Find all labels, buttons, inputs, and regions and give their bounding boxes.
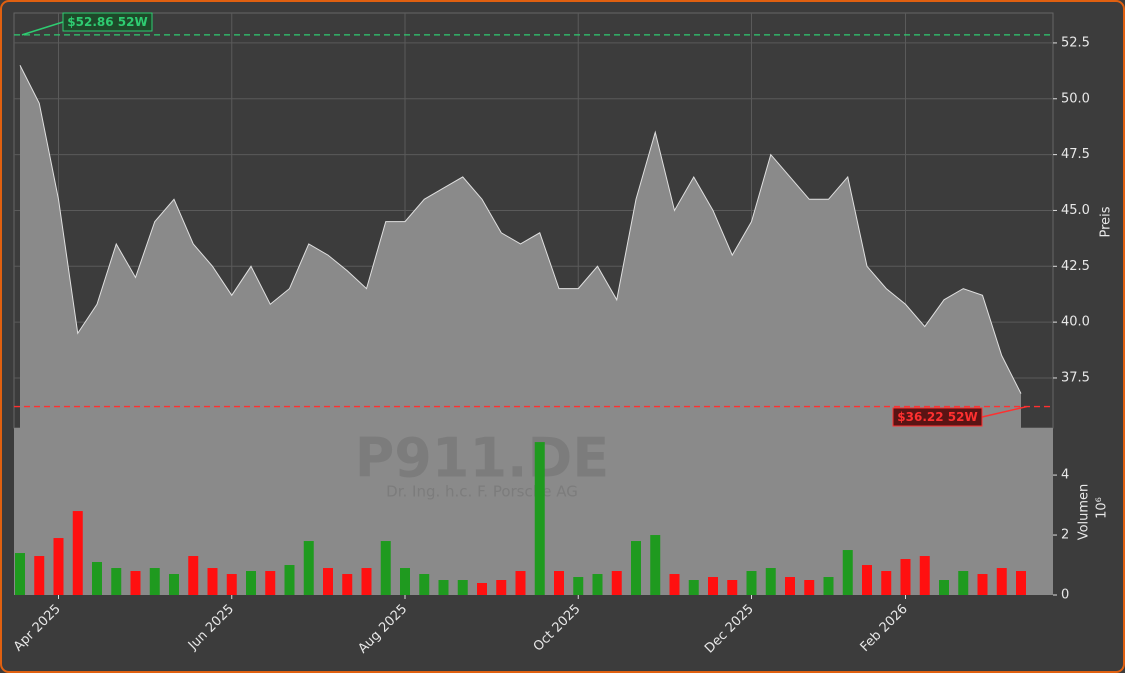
volume-bar [361, 568, 372, 595]
volume-bar [823, 577, 834, 595]
volume-bar [246, 571, 256, 595]
y-axis-label: Preis [1099, 206, 1114, 237]
volume-bar [265, 571, 276, 595]
y-tick-label: 0 [1061, 588, 1069, 603]
y-tick-label: 37.5 [1061, 370, 1090, 385]
volume-bar [727, 580, 738, 595]
high-box [62, 12, 153, 32]
volume-bar [72, 511, 83, 595]
volume-bar [919, 556, 930, 595]
volume-bar [996, 568, 1007, 595]
volume-bar [111, 568, 122, 595]
axis-exponent: 10⁶ [1095, 497, 1110, 519]
y-tick-label: 50.0 [1061, 91, 1090, 106]
volume-bar [53, 538, 64, 595]
volume-bar [207, 568, 218, 595]
y-tick-label: 52.5 [1061, 35, 1090, 50]
volume-bar [130, 571, 141, 595]
volume-bar [804, 580, 815, 595]
volume-bar [477, 583, 487, 595]
volume-bar [92, 562, 102, 595]
volume-bar [169, 574, 179, 595]
volume-bar [669, 574, 680, 595]
volume-bar [631, 541, 641, 595]
volume-bar [611, 571, 622, 595]
price-line [19, 65, 1022, 394]
y-tick-label: 4 [1061, 468, 1069, 483]
volume-bar [650, 535, 661, 595]
volume-panel [14, 428, 1053, 595]
volume-bar [188, 556, 199, 595]
watermark-name: Dr. Ing. h.c. F. Porsche AG [386, 483, 578, 501]
low-box [892, 407, 983, 427]
high-arrow [21, 21, 64, 36]
high-label: $52.86 52W [67, 15, 147, 29]
volume-bar [342, 574, 353, 595]
volume-bar [284, 565, 295, 595]
volume-bar [573, 577, 584, 595]
volume-bar [900, 559, 911, 595]
y-axis-label: Volumen [1077, 484, 1092, 541]
volume-bar [419, 574, 430, 595]
low-label: $36.22 52W [897, 410, 977, 424]
volume-bar [881, 571, 892, 595]
volume-bar [842, 550, 853, 595]
y-tick-label: 47.5 [1061, 147, 1090, 162]
volume-bar [534, 442, 545, 595]
y-tick-label: 42.5 [1061, 259, 1090, 274]
volume-bar [323, 568, 333, 595]
volume-bar [1016, 571, 1026, 595]
watermark-ticker: P911.DE [355, 427, 610, 490]
volume-bar [765, 568, 776, 595]
volume-bar [226, 574, 237, 595]
volume-bar [34, 556, 45, 595]
volume-bar [149, 568, 160, 595]
volume-bar [708, 577, 718, 595]
volume-bar [688, 580, 699, 595]
y-tick-label: 45.0 [1061, 203, 1090, 218]
volume-bar [496, 580, 507, 595]
volume-bar [958, 571, 969, 595]
volume-bar [380, 541, 391, 595]
low-arrow [981, 405, 1028, 418]
volume-bar [515, 571, 526, 595]
y-tick-label: 2 [1061, 528, 1069, 543]
volume-bar [746, 571, 757, 595]
volume-bar [438, 580, 449, 595]
volume-bar [939, 580, 949, 595]
volume-bar [554, 571, 564, 595]
volume-bar [785, 577, 795, 595]
volume-bar [303, 541, 314, 595]
volume-bar [457, 580, 468, 595]
volume-bar [400, 568, 410, 595]
volume-bar [592, 574, 603, 595]
y-tick-label: 40.0 [1061, 315, 1090, 330]
volume-bar [862, 565, 872, 595]
volume-bar [15, 553, 25, 595]
volume-bar [977, 574, 988, 595]
